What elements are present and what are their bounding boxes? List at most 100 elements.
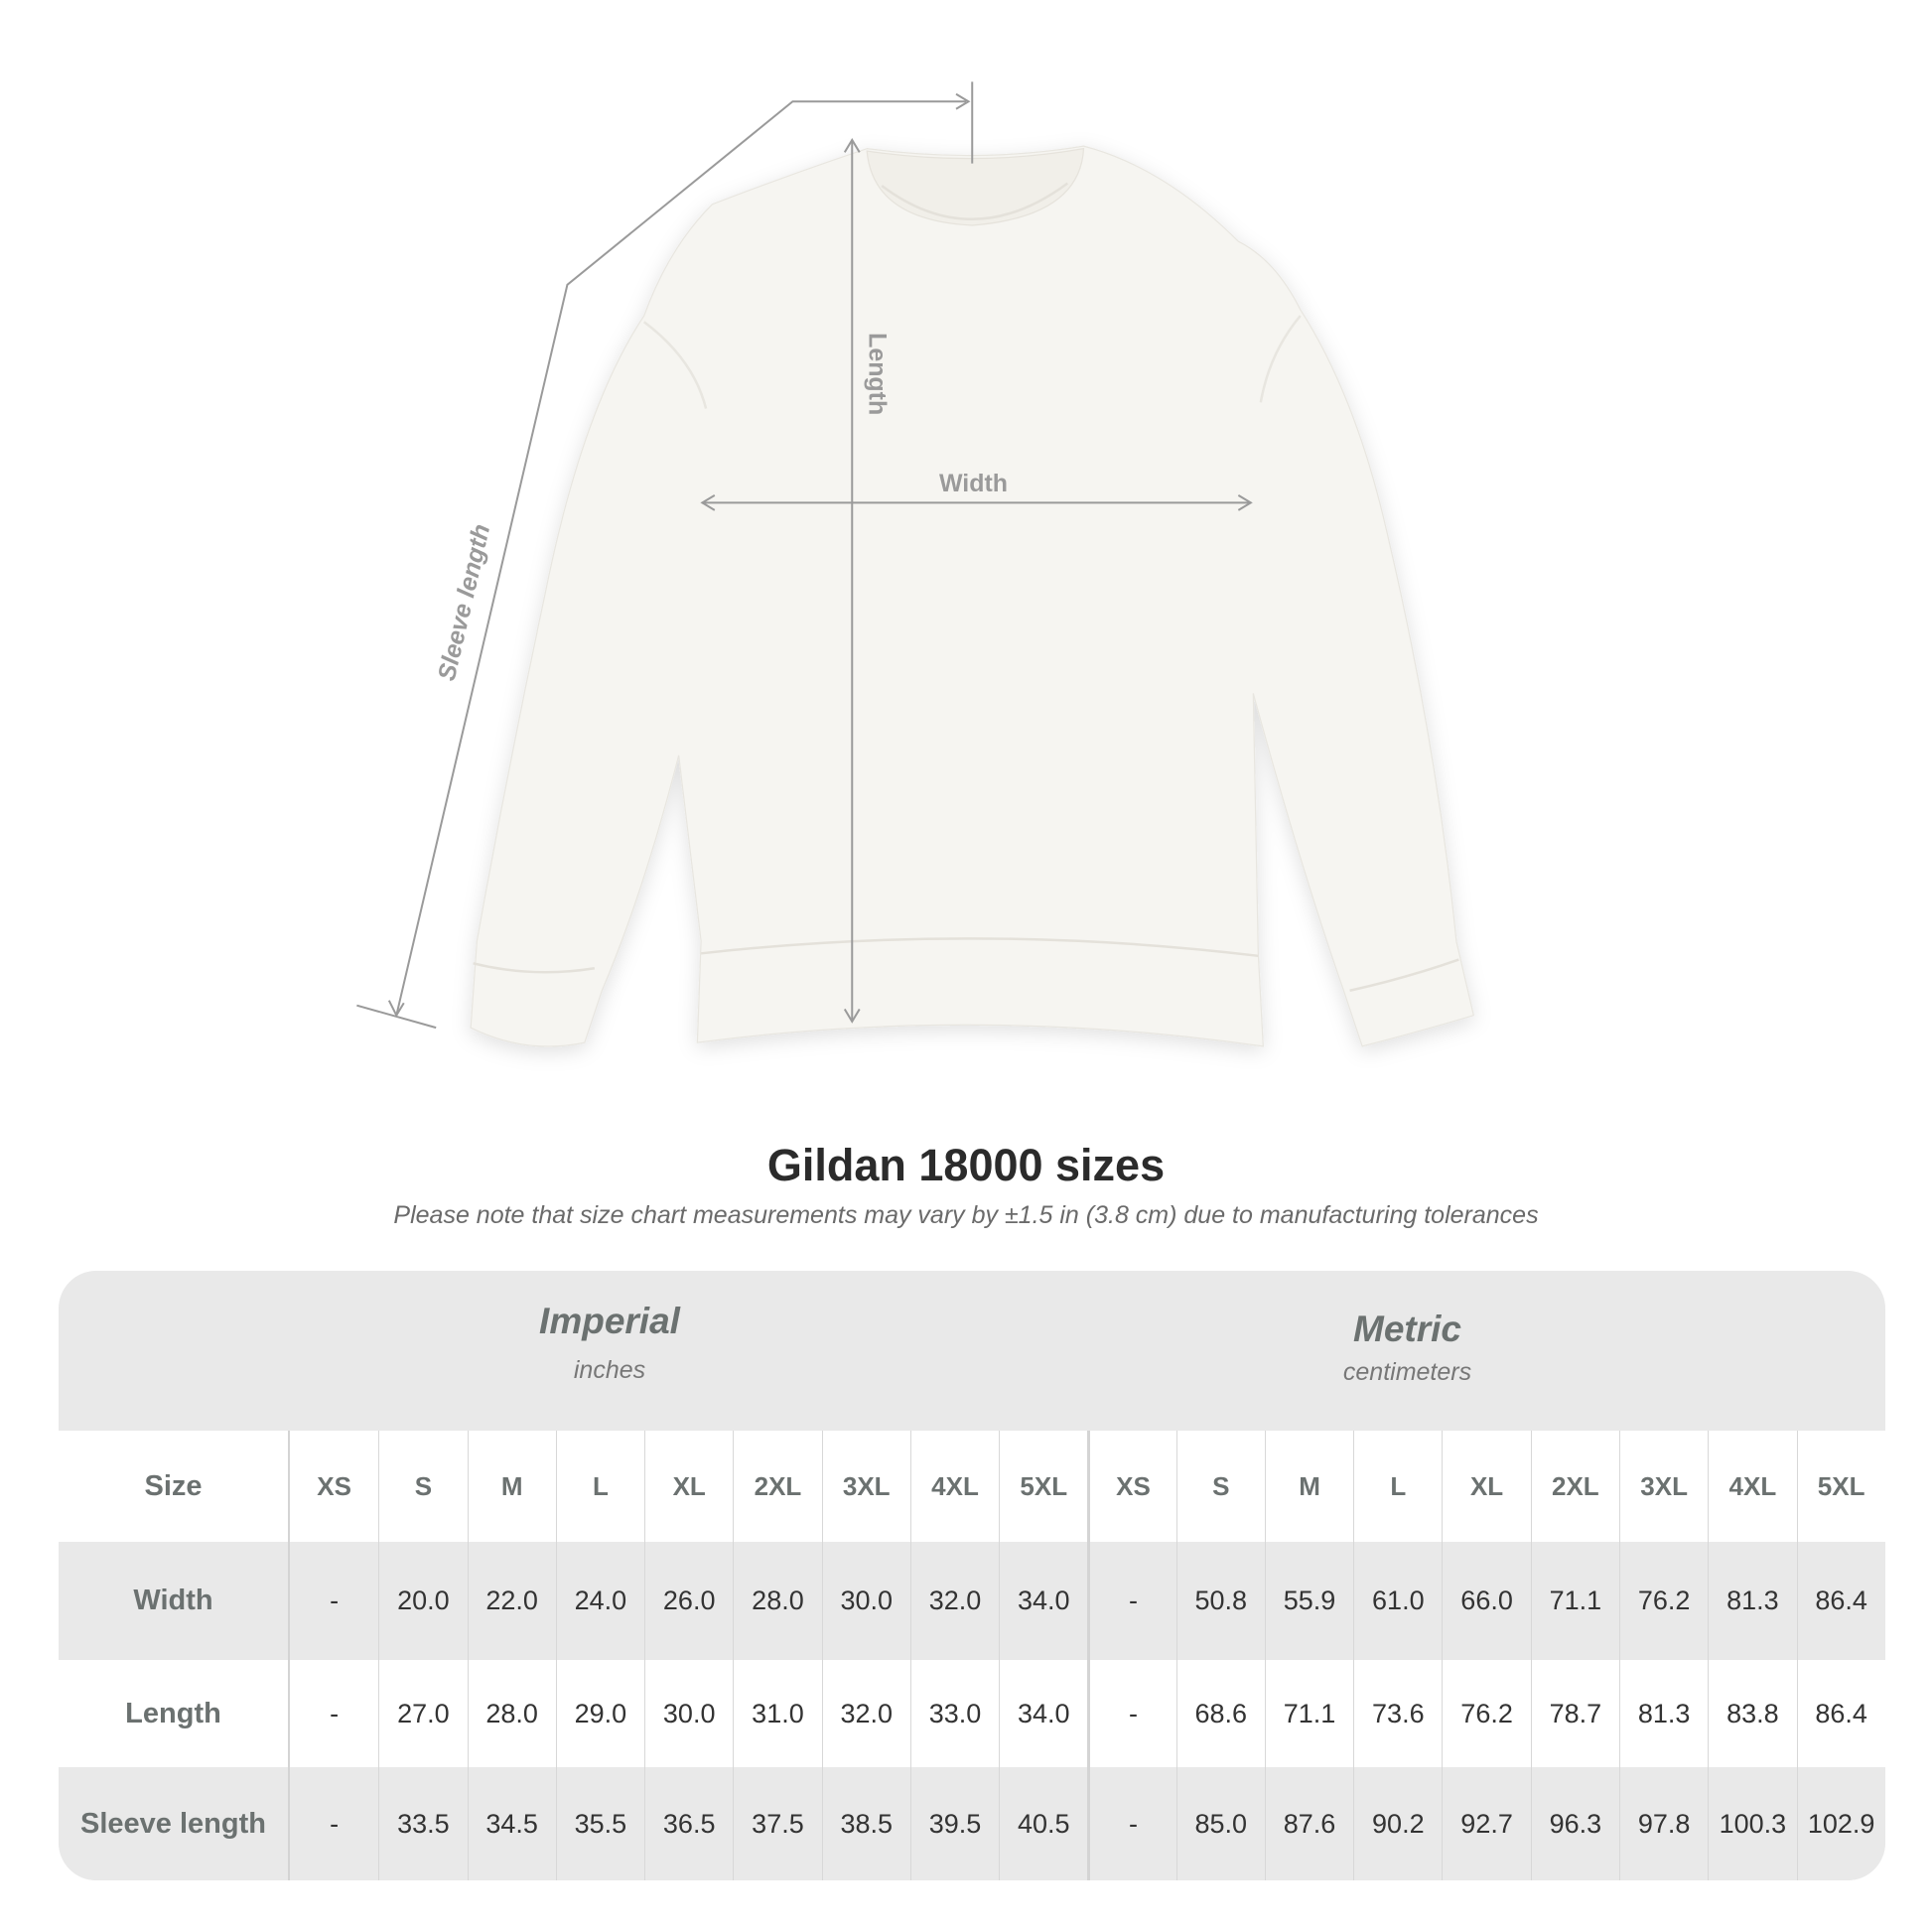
length-label: Length bbox=[864, 333, 892, 415]
table-cell: 32.0 bbox=[821, 1660, 910, 1767]
table-cell: 29.0 bbox=[555, 1660, 644, 1767]
size-header-cell: 5XL bbox=[999, 1431, 1087, 1542]
size-header-cell: 4XL bbox=[909, 1431, 999, 1542]
size-header-cell: 3XL bbox=[821, 1431, 910, 1542]
table-cell: 20.0 bbox=[378, 1542, 467, 1660]
imperial-title: Imperial bbox=[539, 1301, 680, 1341]
row-label: Size bbox=[59, 1431, 290, 1542]
table-cell: 78.7 bbox=[1530, 1660, 1619, 1767]
size-header-cell: 4XL bbox=[1708, 1431, 1796, 1542]
page-title: Gildan 18000 sizes bbox=[766, 1140, 1166, 1190]
width-label: Width bbox=[939, 470, 1008, 497]
table-cell: 81.3 bbox=[1618, 1660, 1708, 1767]
table-cell: 90.2 bbox=[1353, 1767, 1442, 1880]
size-header-cell: XS bbox=[1087, 1431, 1175, 1542]
table-cell: 102.9 bbox=[1796, 1767, 1885, 1880]
size-header-cell: XS bbox=[317, 1470, 351, 1501]
sweatshirt-image bbox=[470, 145, 1475, 1047]
table-row: Width -20.0 22.0 24.0 26.0 28.0 30.0 32.0 34.0-5… bbox=[59, 1542, 1885, 1660]
table-cell: 68.6 bbox=[1175, 1660, 1265, 1767]
table-cell: 22.0 bbox=[467, 1542, 556, 1660]
table-cell: 24.0 bbox=[555, 1542, 644, 1660]
table-cell: - bbox=[1087, 1660, 1175, 1767]
table-cell: 96.3 bbox=[1530, 1767, 1619, 1880]
measurement-lines bbox=[356, 81, 1253, 1030]
table-cell: 28.0 bbox=[733, 1542, 821, 1660]
table-cell: - bbox=[330, 1698, 340, 1728]
table-cell: 39.5 bbox=[909, 1767, 999, 1880]
table-cell: 26.0 bbox=[644, 1542, 733, 1660]
table-cell: 33.0 bbox=[909, 1660, 999, 1767]
row-label: Width bbox=[59, 1542, 290, 1660]
arrow-head-icon bbox=[955, 92, 971, 110]
size-header-cell: S bbox=[378, 1431, 467, 1542]
table-row: Sleeve length - 33.5 34.5 35.5 36.5 37.5 38.5 39… bbox=[59, 1767, 1885, 1880]
imperial-header: Imperial inches bbox=[290, 1301, 929, 1385]
table-cell: 66.0 bbox=[1442, 1542, 1530, 1660]
arrow-head-icon bbox=[843, 1008, 861, 1024]
table-cell: 97.8 bbox=[1618, 1767, 1708, 1880]
table-cell: 32.0 bbox=[909, 1542, 999, 1660]
table-cell: 85.0 bbox=[1175, 1767, 1265, 1880]
sleeve-length-label: Sleeve length bbox=[433, 521, 495, 683]
table-cell: 55.9 bbox=[1264, 1542, 1353, 1660]
size-header-cell: L bbox=[555, 1431, 644, 1542]
table-cell: 27.0 bbox=[378, 1660, 467, 1767]
table-cell: 40.5 bbox=[999, 1767, 1087, 1880]
arrow-head-icon bbox=[1237, 494, 1253, 511]
table-cell: 30.0 bbox=[821, 1542, 910, 1660]
table-cell: 34.5 bbox=[467, 1767, 556, 1880]
table-cell: 35.5 bbox=[555, 1767, 644, 1880]
table-cell: - bbox=[1087, 1767, 1175, 1880]
table-cell: - bbox=[330, 1808, 340, 1839]
size-table: Imperial inches Metric centimeters Size X… bbox=[59, 1271, 1885, 1880]
table-row: Length -27.0 28.0 29.0 30.0 31.0 32.0 33.0 34.0-… bbox=[59, 1660, 1885, 1767]
table-cell: - bbox=[330, 1586, 340, 1615]
row-label: Length bbox=[59, 1660, 290, 1767]
table-cell: 71.1 bbox=[1530, 1542, 1619, 1660]
size-header-cell: L bbox=[1353, 1431, 1442, 1542]
table-cell: 73.6 bbox=[1353, 1660, 1442, 1767]
metric-header: Metric centimeters bbox=[929, 1309, 1885, 1387]
size-header-row: Size XS S M L XL 2XL 3XL 4XL 5XL XS S M L XL 2XL 3XL 4XL 5… bbox=[59, 1431, 1885, 1542]
table-cell: 76.2 bbox=[1618, 1542, 1708, 1660]
size-header-cell: 2XL bbox=[1530, 1431, 1619, 1542]
table-cell: 31.0 bbox=[733, 1660, 821, 1767]
table-cell: 34.0 bbox=[999, 1542, 1087, 1660]
table-cell: 76.2 bbox=[1442, 1660, 1530, 1767]
table-cell: 50.8 bbox=[1175, 1542, 1265, 1660]
size-header-cell: S bbox=[1175, 1431, 1265, 1542]
size-header-cell: 3XL bbox=[1618, 1431, 1708, 1542]
table-cell: 86.4 bbox=[1796, 1542, 1885, 1660]
metric-unit: centimeters bbox=[1342, 1358, 1472, 1386]
table-cell: 37.5 bbox=[733, 1767, 821, 1880]
table-cell: 38.5 bbox=[821, 1767, 910, 1880]
metric-title: Metric bbox=[1353, 1309, 1461, 1349]
size-header-cell: M bbox=[467, 1431, 556, 1542]
size-header-cell: 5XL bbox=[1796, 1431, 1885, 1542]
row-label: Sleeve length bbox=[59, 1767, 290, 1880]
tolerance-note: Please note that size chart measurements… bbox=[393, 1201, 1539, 1229]
size-header-cell: 2XL bbox=[733, 1431, 821, 1542]
table-cell: 81.3 bbox=[1708, 1542, 1796, 1660]
sleeve-end-tick bbox=[356, 1004, 437, 1030]
size-header-cell: XL bbox=[644, 1431, 733, 1542]
sweatshirt-diagram: Width Length Sleeve length bbox=[356, 81, 1475, 1047]
table-cell: 30.0 bbox=[644, 1660, 733, 1767]
table-cell: 34.0 bbox=[999, 1660, 1087, 1767]
table-cell: 36.5 bbox=[644, 1767, 733, 1880]
imperial-unit: inches bbox=[573, 1356, 646, 1384]
table-cell: 92.7 bbox=[1442, 1767, 1530, 1880]
table-cell: 28.0 bbox=[467, 1660, 556, 1767]
size-header-cell: M bbox=[1264, 1431, 1353, 1542]
table-cell: - bbox=[1087, 1542, 1175, 1660]
table-cell: 33.5 bbox=[378, 1767, 467, 1880]
size-header-cell: XL bbox=[1442, 1431, 1530, 1542]
table-cell: 87.6 bbox=[1264, 1767, 1353, 1880]
sleeve-length-line bbox=[395, 100, 966, 1016]
table-cell: 83.8 bbox=[1708, 1660, 1796, 1767]
table-cell: 100.3 bbox=[1708, 1767, 1796, 1880]
arrow-head-icon bbox=[843, 137, 861, 153]
table-cell: 86.4 bbox=[1796, 1660, 1885, 1767]
table-cell: 61.0 bbox=[1353, 1542, 1442, 1660]
